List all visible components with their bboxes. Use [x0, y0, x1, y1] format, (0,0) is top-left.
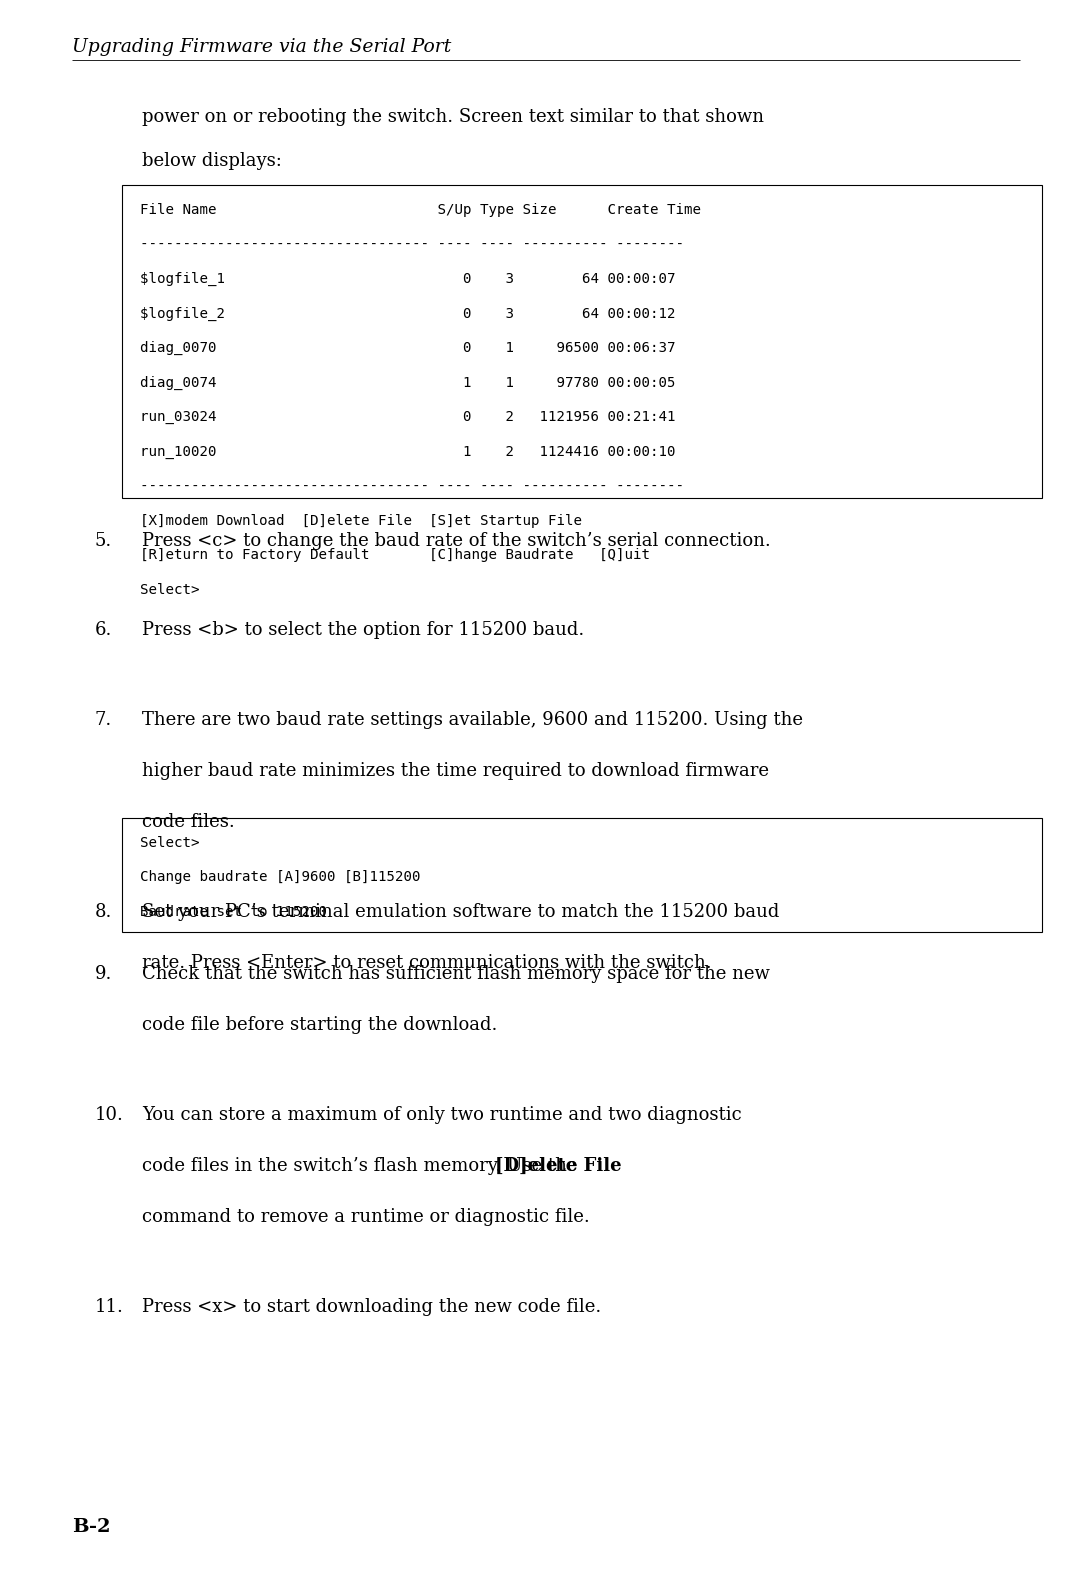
- Text: ---------------------------------- ---- ---- ---------- --------: ---------------------------------- ---- …: [140, 479, 684, 493]
- Text: code files in the switch’s flash memory. Use the: code files in the switch’s flash memory.…: [141, 1157, 583, 1174]
- Text: run_03024                             0    2   1121956 00:21:41: run_03024 0 2 1121956 00:21:41: [140, 410, 675, 424]
- Text: Check that the switch has sufficient flash memory space for the new: Check that the switch has sufficient fla…: [141, 966, 770, 983]
- Text: Upgrading Firmware via the Serial Port: Upgrading Firmware via the Serial Port: [72, 38, 451, 57]
- Text: below displays:: below displays:: [141, 151, 282, 170]
- Text: Press <c> to change the baud rate of the switch’s serial connection.: Press <c> to change the baud rate of the…: [141, 532, 771, 550]
- Text: $logfile_2                            0    3        64 00:00:12: $logfile_2 0 3 64 00:00:12: [140, 306, 675, 320]
- Text: code files.: code files.: [141, 813, 234, 832]
- Text: 7.: 7.: [95, 711, 112, 728]
- Text: 5.: 5.: [95, 532, 112, 550]
- Text: [R]eturn to Factory Default       [C]hange Baudrate   [Q]uit: [R]eturn to Factory Default [C]hange Bau…: [140, 548, 650, 562]
- Text: higher baud rate minimizes the time required to download firmware: higher baud rate minimizes the time requ…: [141, 761, 769, 780]
- Text: ---------------------------------- ---- ---- ---------- --------: ---------------------------------- ---- …: [140, 237, 684, 251]
- Text: 10.: 10.: [95, 1105, 124, 1124]
- Text: code file before starting the download.: code file before starting the download.: [141, 1016, 498, 1035]
- Text: B-2: B-2: [72, 1518, 110, 1535]
- Text: Press <x> to start downloading the new code file.: Press <x> to start downloading the new c…: [141, 1298, 602, 1316]
- Text: 8.: 8.: [95, 903, 112, 920]
- Text: Baudrate set to 115200: Baudrate set to 115200: [140, 904, 327, 918]
- Text: run_10020                             1    2   1124416 00:00:10: run_10020 1 2 1124416 00:00:10: [140, 444, 675, 458]
- Text: $logfile_1                            0    3        64 00:00:07: $logfile_1 0 3 64 00:00:07: [140, 272, 675, 286]
- Text: rate. Press <Enter> to reset communications with the switch.: rate. Press <Enter> to reset communicati…: [141, 955, 712, 972]
- Text: code files in the switch’s flash memory. Use the: code files in the switch’s flash memory.…: [141, 1157, 583, 1174]
- Text: 11.: 11.: [95, 1298, 124, 1316]
- Text: Set your PC’s terminal emulation software to match the 115200 baud: Set your PC’s terminal emulation softwar…: [141, 903, 780, 920]
- Text: Select>: Select>: [140, 835, 200, 849]
- Text: You can store a maximum of only two runtime and two diagnostic: You can store a maximum of only two runt…: [141, 1105, 742, 1124]
- Text: Change baudrate [A]9600 [B]115200: Change baudrate [A]9600 [B]115200: [140, 870, 420, 884]
- Text: diag_0074                             1    1     97780 00:00:05: diag_0074 1 1 97780 00:00:05: [140, 375, 675, 389]
- Text: 6.: 6.: [95, 622, 112, 639]
- Text: There are two baud rate settings available, 9600 and 115200. Using the: There are two baud rate settings availab…: [141, 711, 804, 728]
- Text: power on or rebooting the switch. Screen text similar to that shown: power on or rebooting the switch. Screen…: [141, 108, 764, 126]
- Text: File Name                          S/Up Type Size      Create Time: File Name S/Up Type Size Create Time: [140, 203, 701, 217]
- Text: [D]elete File: [D]elete File: [495, 1157, 621, 1174]
- Text: [X]modem Download  [D]elete File  [S]et Startup File: [X]modem Download [D]elete File [S]et St…: [140, 513, 582, 528]
- Text: Press <b> to select the option for 115200 baud.: Press <b> to select the option for 11520…: [141, 622, 584, 639]
- Text: command to remove a runtime or diagnostic file.: command to remove a runtime or diagnosti…: [141, 1209, 590, 1226]
- Text: diag_0070                             0    1     96500 00:06:37: diag_0070 0 1 96500 00:06:37: [140, 341, 675, 355]
- Bar: [122, 185, 1042, 498]
- Bar: [122, 818, 1042, 933]
- Text: 9.: 9.: [95, 966, 112, 983]
- Text: Select>: Select>: [140, 582, 200, 597]
